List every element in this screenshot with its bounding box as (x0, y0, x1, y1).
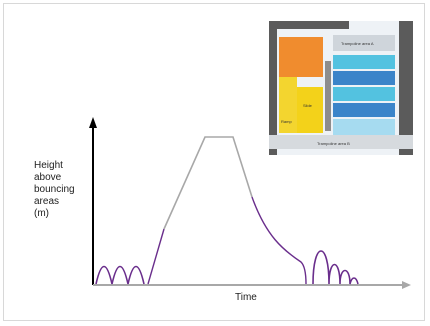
floor-plan-inset: Trampoline area A Slide Ramp Trampoline … (269, 21, 413, 155)
inset-label-ramp: Ramp (281, 119, 292, 124)
inset-label-area-a: Trampoline area A (341, 41, 374, 46)
x-axis-arrow (402, 281, 411, 289)
initial-bounces (95, 265, 145, 285)
inset-label-area-b: Trampoline area B (317, 141, 350, 146)
landing-bounces (312, 250, 359, 285)
flight-peak (163, 136, 253, 230)
x-axis-label: Time (235, 292, 257, 303)
descent (251, 196, 307, 285)
y-axis-label: Height above bouncing areas (m) (34, 160, 75, 219)
floor-plan-drawing (269, 21, 413, 155)
climb-start (147, 228, 165, 285)
y-axis-arrow (89, 117, 97, 128)
inset-label-slide: Slide (303, 103, 312, 108)
